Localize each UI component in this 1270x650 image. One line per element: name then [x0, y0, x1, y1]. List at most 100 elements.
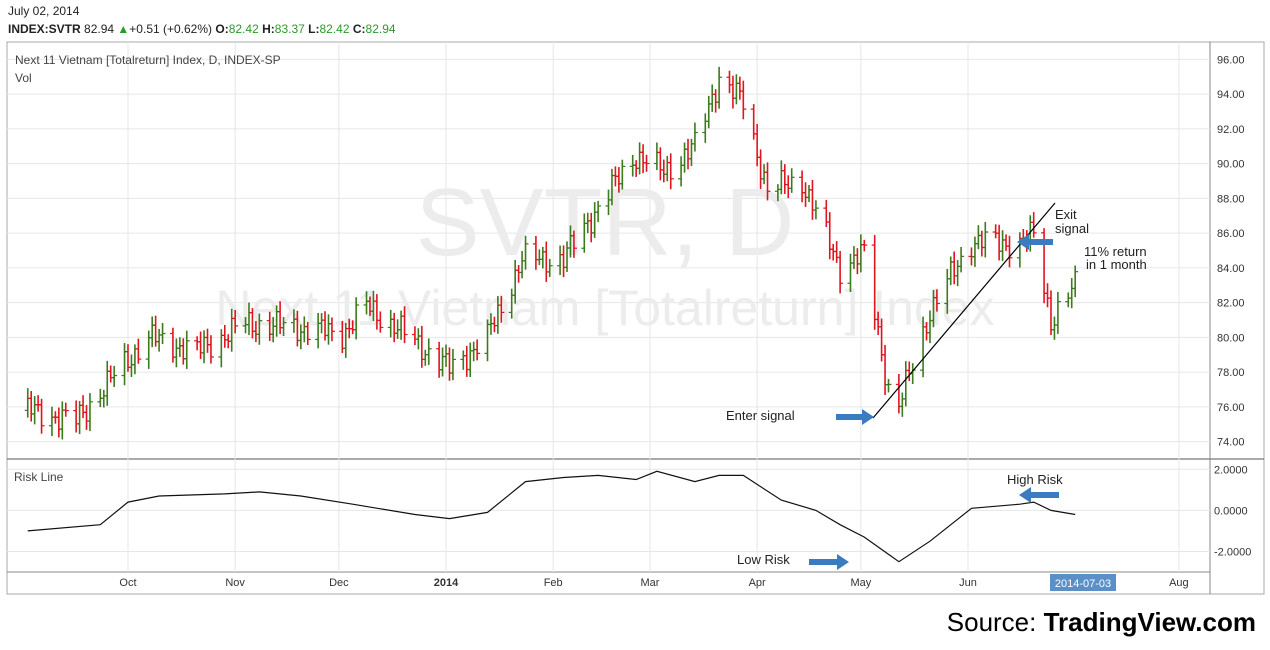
ohlc-bar [806, 184, 812, 203]
ohlc-bar [1047, 290, 1054, 335]
ohlc-bar [62, 402, 69, 417]
ohlc-bar [975, 225, 982, 250]
ohlc-bar [156, 328, 163, 352]
ohlc-bar [173, 338, 180, 368]
price-axis[interactable]: 96.00 94.00 92.00 90.00 88.00 86.00 84.00 82.00… [1217, 54, 1245, 448]
ohlc-bar [764, 162, 771, 201]
ohlc-bar [595, 200, 602, 223]
price-change: +0.51 (+0.62%) [129, 22, 213, 36]
ohlc-bar [885, 378, 892, 393]
price-tick-label: 80.00 [1217, 332, 1245, 344]
ohlc-bar [709, 84, 716, 112]
time-tick-label: Apr [749, 577, 766, 589]
time-axis[interactable]: Oct Nov Dec 2014 Feb Mar Apr May Jun Aug [119, 577, 1188, 589]
current-date-label: 2014-07-03 [1055, 578, 1111, 590]
low-risk-label: Low Risk [737, 552, 790, 567]
ohlc-bar [498, 295, 505, 323]
chart-frame [6, 41, 1265, 595]
enter-signal-label: Enter signal [726, 408, 795, 423]
ohlc-bar [145, 330, 152, 369]
ohlc-bar [425, 338, 432, 365]
ohlc-bar [788, 168, 795, 193]
open-label: O: [215, 22, 229, 36]
ohlc-bar [691, 122, 698, 152]
ohlc-bar [895, 374, 902, 414]
ohlc-bar [100, 389, 107, 408]
ohlc-bar [1044, 283, 1051, 308]
ohlc-bar [121, 343, 128, 386]
risk-line [27, 470, 1076, 563]
ohlc-bar [740, 80, 747, 120]
ohlc-bar [1006, 235, 1013, 268]
ohlc-bar [1016, 232, 1023, 268]
ohlc-bar [809, 179, 816, 220]
price-bars [24, 66, 1079, 440]
ohlc-bar [1068, 278, 1075, 309]
ohlc-bar [353, 297, 360, 340]
ohlc-bar [197, 331, 204, 360]
ohlc-bar [55, 407, 62, 438]
ohlc-bar [850, 246, 857, 269]
ohlc-bar [28, 391, 35, 422]
ohlc-bar [702, 113, 709, 143]
ohlc-bar [733, 74, 740, 105]
ohlc-bar [1003, 234, 1010, 251]
risk-tick-label: 2.0000 [1214, 464, 1248, 476]
time-tick-label: Oct [119, 577, 136, 589]
ohlc-bar [802, 182, 809, 207]
low-risk-arrow-icon [809, 554, 849, 570]
risk-tick-label: -2.0000 [1214, 546, 1251, 558]
chart-date: July 02, 2014 [8, 4, 80, 18]
ohlc-bar [933, 289, 940, 312]
ohlc-bar [149, 316, 156, 348]
ohlc-bar [685, 138, 692, 170]
time-tick-label: Aug [1169, 577, 1189, 589]
symbol-label[interactable]: INDEX:SVTR [8, 22, 81, 36]
exit-signal-label-1: Exit [1055, 207, 1077, 222]
time-tick-label: Feb [544, 577, 563, 589]
ohlc-bar [422, 349, 429, 366]
time-tick-label: Mar [641, 577, 660, 589]
ohlc-bar [736, 76, 743, 100]
high-label: H: [262, 22, 275, 36]
price-tick-label: 90.00 [1217, 159, 1245, 171]
ohlc-bar [1054, 291, 1061, 334]
ohlc-bar [799, 170, 806, 203]
ohlc-bar [823, 199, 830, 228]
close-label: C: [352, 22, 366, 36]
ohlc-bar [958, 246, 965, 273]
ohlc-bar [643, 154, 650, 172]
risk-axis[interactable]: 2.0000 0.0000 -2.0000 [1214, 464, 1251, 558]
ohlc-bar [304, 321, 311, 346]
exit-signal-label-2: signal [1055, 221, 1089, 236]
main-panel-title: Next 11 Vietnam [Totalreturn] Index, D, … [15, 53, 281, 67]
ohlc-bar [522, 235, 529, 270]
ohlc-bar [180, 338, 187, 365]
ohlc-bar [328, 317, 335, 342]
source-brand: TradingView.com [1043, 607, 1256, 637]
ohlc-bar [754, 123, 761, 167]
ohlc-bar [232, 310, 239, 334]
ohlc-bar [135, 338, 142, 364]
ohlc-bar [999, 230, 1006, 261]
ohlc-bar [194, 336, 201, 351]
ohlc-bar [201, 330, 208, 364]
open-value: 82.42 [228, 22, 259, 36]
ohlc-bar [446, 347, 453, 381]
ohlc-bar [812, 200, 819, 220]
ohlc-bar [111, 365, 118, 387]
ohlc-bar [107, 365, 114, 383]
ohlc-bar [449, 349, 456, 381]
ohlc-bar [688, 138, 695, 167]
ohlc-bar [128, 354, 135, 377]
watermark-symbol: SVTR, D [416, 169, 795, 276]
ohlc-bar [833, 241, 840, 263]
ohlc-bar [24, 388, 31, 418]
ohlc-bar [38, 398, 45, 434]
ohlc-bar [653, 142, 660, 171]
ohlc-bar [982, 221, 989, 258]
quote-line: INDEX:SVTR 82.94 ▲+0.51 (+0.62%) O:82.42… [8, 22, 396, 36]
ohlc-bar [35, 395, 42, 412]
ohlc-bar [1051, 316, 1058, 340]
